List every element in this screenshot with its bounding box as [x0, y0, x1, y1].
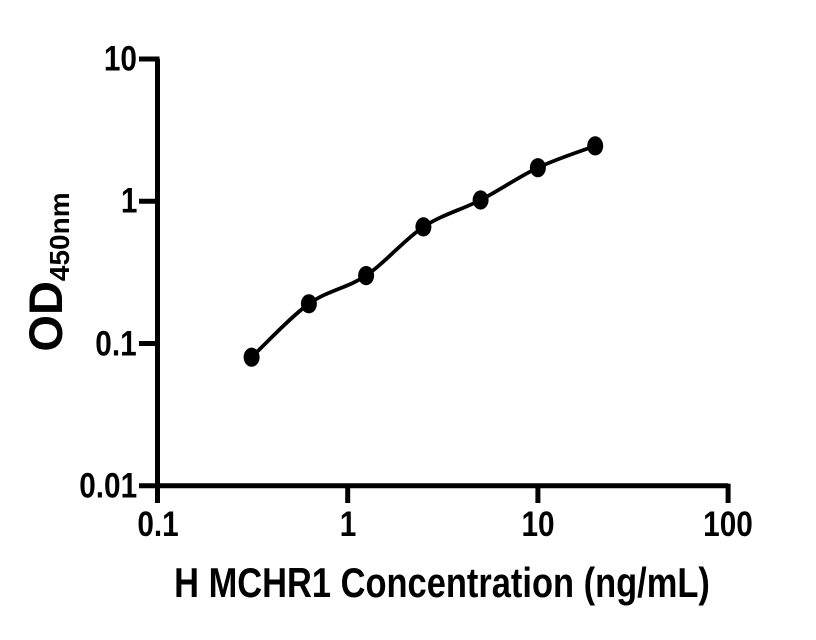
x-axis-title: H MCHR1 Concentration (ng/mL): [174, 559, 710, 606]
data-point-marker: [243, 347, 260, 367]
y-axis-title-main: OD: [19, 281, 72, 352]
y-tick-label: 1: [120, 181, 137, 221]
fit-curve: [250, 144, 596, 359]
axis-spine: [155, 59, 729, 489]
y-axis-title: OD450nm: [0, 172, 146, 372]
x-tick-label: 1: [339, 505, 356, 544]
y-axis-title-subscript: 450nm: [44, 192, 75, 282]
data-point-marker: [358, 266, 375, 286]
data-point-marker: [415, 217, 432, 237]
data-point-marker: [472, 190, 489, 210]
data-point-marker: [529, 158, 546, 178]
y-tick-label: 0.1: [95, 324, 137, 363]
x-tick-label: 0.1: [136, 505, 179, 544]
y-tick-label: 10: [103, 39, 137, 79]
y-tick-label: 0.01: [79, 466, 137, 506]
data-point-marker: [587, 136, 604, 156]
data-point-marker: [300, 294, 317, 314]
x-tick-label: 10: [521, 505, 555, 544]
x-tick-label: 100: [703, 505, 753, 544]
